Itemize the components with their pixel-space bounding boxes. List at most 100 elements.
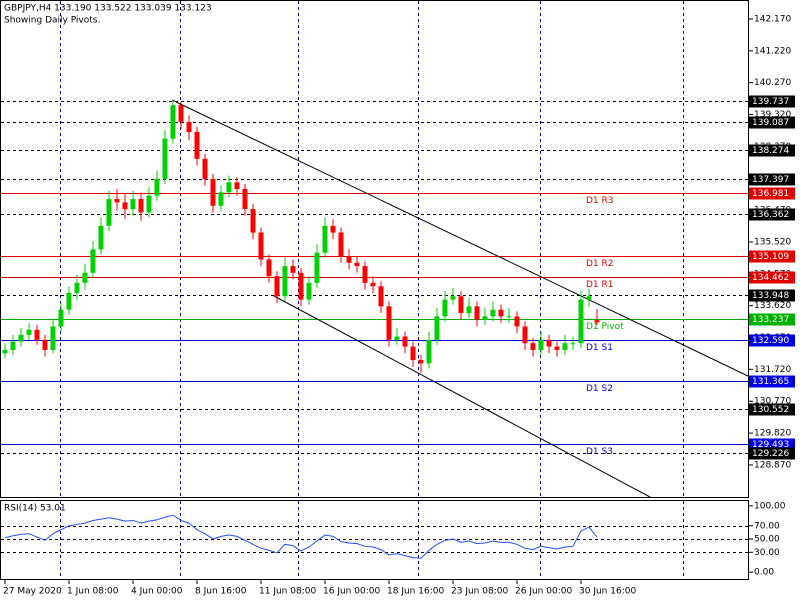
candle-body	[330, 225, 336, 233]
y-tick-label: 130.770	[754, 397, 791, 407]
candle-body	[466, 306, 472, 314]
level-label: 137.397	[752, 175, 789, 185]
candle-body	[202, 158, 208, 179]
pivot-name: D1 S2	[586, 384, 613, 394]
candle-body	[594, 320, 600, 323]
candle-body	[562, 343, 568, 350]
candle-body	[162, 138, 168, 179]
x-tick-label: 30 Jun 16:00	[579, 587, 636, 597]
candle-body	[250, 209, 256, 233]
candle-body	[346, 256, 352, 263]
level-box	[749, 289, 795, 302]
level-label: 132.590	[752, 336, 789, 346]
candle-body	[106, 199, 112, 226]
candle-body	[226, 182, 232, 193]
candle-body	[306, 282, 312, 300]
level-box	[749, 95, 795, 108]
candle-body	[426, 339, 432, 364]
level-label: 133.948	[752, 291, 789, 301]
y-tick-label: 142.170	[754, 14, 791, 24]
candle-body	[26, 329, 32, 335]
candle-body	[138, 199, 144, 213]
level-label: 130.552	[752, 405, 789, 415]
x-tick-label: 26 Jun 00:00	[515, 587, 572, 597]
rsi-tick-label: 70.00	[754, 521, 780, 531]
candle-body	[50, 326, 56, 350]
candle-body	[458, 296, 464, 314]
rsi-tick-label: 100.00	[754, 501, 786, 511]
rsi-tick-label: 50.00	[754, 535, 780, 545]
level-label: 136.362	[752, 210, 789, 220]
candle-body	[538, 339, 544, 350]
candle-body	[266, 259, 272, 277]
candle-body	[242, 188, 248, 210]
candle-body	[498, 309, 504, 317]
candle-body	[274, 276, 280, 297]
trend-line	[171, 99, 749, 377]
candle-body	[210, 178, 216, 206]
candle-body	[322, 225, 328, 253]
candle-body	[450, 296, 456, 300]
candle-body	[338, 232, 344, 257]
pivot-name: D1 S3	[586, 447, 613, 457]
level-box	[749, 173, 795, 186]
candle-body	[578, 299, 584, 344]
candle-body	[490, 309, 496, 317]
level-label: 134.462	[752, 273, 789, 283]
candle-body	[570, 343, 576, 345]
level-label: 138.274	[752, 146, 789, 156]
candle-body	[402, 336, 408, 347]
candle-body	[66, 292, 72, 310]
candle-body	[2, 349, 8, 354]
candle-body	[378, 286, 384, 307]
y-tick-label: 140.270	[754, 78, 791, 88]
x-tick-label: 8 Jun 16:00	[195, 587, 247, 597]
y-tick-label: 128.870	[754, 460, 791, 470]
candle-body	[186, 121, 192, 132]
levels: D1 R3 D1 R2 D1 R1 D1 Pivot D1 S1 D1 S2 D1 S3	[1, 101, 748, 457]
candle-body	[506, 316, 512, 318]
level-label: 129.493	[752, 440, 789, 450]
candle-body	[554, 346, 560, 350]
level-box	[749, 403, 795, 416]
pivot-name: D1 R3	[586, 196, 614, 206]
x-tick-label: 11 Jun 08:00	[259, 587, 316, 597]
candle-body	[442, 299, 448, 317]
level-label: 139.737	[752, 97, 789, 107]
candle-body	[386, 306, 392, 340]
level-box	[749, 116, 795, 129]
candle-body	[410, 346, 416, 360]
candle-body	[98, 225, 104, 250]
level-label: 139.087	[752, 118, 789, 128]
trend-channel	[171, 99, 749, 498]
candle-body	[130, 199, 136, 210]
candle-body	[82, 272, 88, 283]
candle-body	[114, 199, 120, 203]
candle-body	[514, 316, 520, 327]
candle-body	[298, 272, 304, 300]
candle-body	[434, 316, 440, 340]
candle-body	[42, 339, 48, 350]
indicator-label: RSI(14) 53.01	[4, 504, 66, 514]
x-tick-label: 18 Jun 16:00	[387, 587, 444, 597]
candle-body	[370, 282, 376, 287]
candle-body	[474, 306, 480, 320]
vertical-grid	[60, 1, 684, 579]
rsi-line	[4, 514, 598, 559]
candle-body	[546, 339, 552, 347]
x-tick-label: 1 Jun 08:00	[67, 587, 119, 597]
candle-body	[194, 131, 200, 159]
candle-body	[234, 182, 240, 189]
x-tick-label: 4 Jun 00:00	[131, 587, 183, 597]
level-box	[749, 447, 795, 460]
y-tick-label: 141.220	[754, 46, 791, 56]
candle-body	[586, 296, 592, 300]
candle-body	[146, 195, 152, 213]
level-label: 136.981	[752, 189, 789, 199]
candle-body	[10, 341, 16, 350]
candle-body	[530, 343, 536, 350]
candle-body	[362, 266, 368, 283]
price-axis: 142.170141.220140.270139.320138.370137.4…	[749, 14, 795, 470]
candle-body	[90, 249, 96, 273]
